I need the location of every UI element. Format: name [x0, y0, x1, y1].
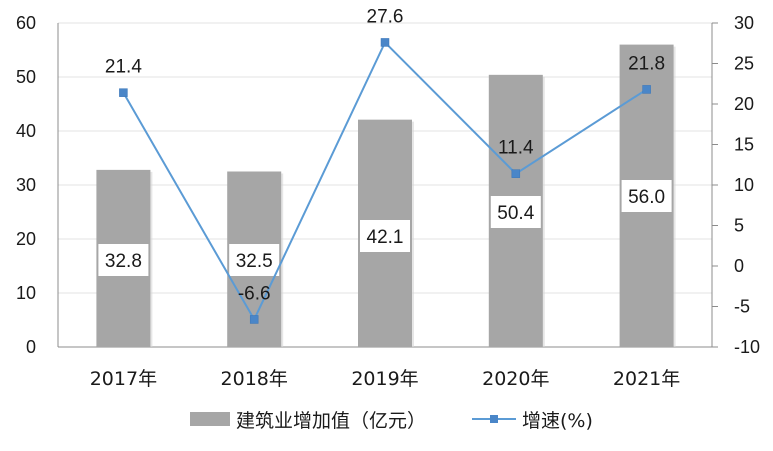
line-data-label: 21.4 — [105, 57, 142, 78]
line-data-label: 11.4 — [498, 138, 534, 159]
right-axis-tick-label: -5 — [734, 297, 750, 317]
bar-data-label: 50.4 — [497, 203, 534, 224]
bar-data-label-box — [360, 220, 410, 252]
category-label: 2017年 — [90, 368, 157, 390]
left-axis-tick-label: 20 — [16, 229, 36, 249]
left-axis-tick-label: 40 — [16, 121, 36, 141]
right-axis-tick-label: 0 — [734, 256, 744, 276]
left-axis-tick-label: 60 — [16, 13, 36, 33]
left-axis-tick-label: 0 — [26, 337, 36, 357]
line-marker — [249, 315, 259, 324]
left-axis-tick-label: 50 — [16, 67, 36, 87]
category-label: 2021年 — [613, 368, 680, 390]
legend: 建筑业增加值（亿元） 增速(%) — [0, 402, 773, 436]
line-marker — [642, 85, 651, 94]
legend-line-label: 增速(%) — [522, 409, 593, 432]
bar-data-label-box — [621, 180, 672, 212]
bar-data-label: 32.8 — [105, 251, 142, 272]
left-axis-tick-label: 10 — [16, 283, 36, 303]
bar-data-label: 42.1 — [367, 227, 404, 248]
legend-item-bar: 建筑业增加值（亿元） — [190, 402, 426, 436]
line-data-label: 21.8 — [628, 53, 665, 74]
legend-bar-label: 建筑业增加值（亿元） — [236, 409, 427, 432]
bar-data-label: 32.5 — [236, 251, 273, 272]
bar-data-label-box — [98, 244, 149, 276]
right-axis-tick-label: 25 — [734, 54, 754, 74]
bar-data-label-box — [490, 196, 541, 228]
left-axis-tick-label: 30 — [16, 175, 36, 195]
right-axis-tick-label: 5 — [734, 216, 744, 236]
category-label: 2018年 — [221, 368, 288, 390]
category-label: 2019年 — [351, 368, 418, 390]
line-marker — [380, 38, 390, 47]
right-axis-tick-label: -10 — [734, 337, 760, 357]
line-marker — [119, 88, 128, 97]
line-data-label: 27.6 — [367, 6, 404, 27]
right-axis-tick-label: 15 — [734, 135, 754, 155]
right-axis-tick-label: 20 — [734, 94, 754, 114]
line-marker-swatch-icon — [472, 412, 516, 426]
legend-item-line: 增速(%) — [472, 402, 593, 436]
line-marker — [511, 169, 521, 178]
bar-data-label: 56.0 — [628, 187, 665, 208]
right-axis-tick-label: 10 — [734, 175, 754, 195]
bar-swatch-icon — [190, 412, 230, 426]
category-label: 2020年 — [482, 368, 549, 390]
line-data-label: -6.6 — [238, 283, 271, 304]
bar-data-label-box — [229, 244, 280, 276]
right-axis-tick-label: 30 — [734, 13, 754, 33]
